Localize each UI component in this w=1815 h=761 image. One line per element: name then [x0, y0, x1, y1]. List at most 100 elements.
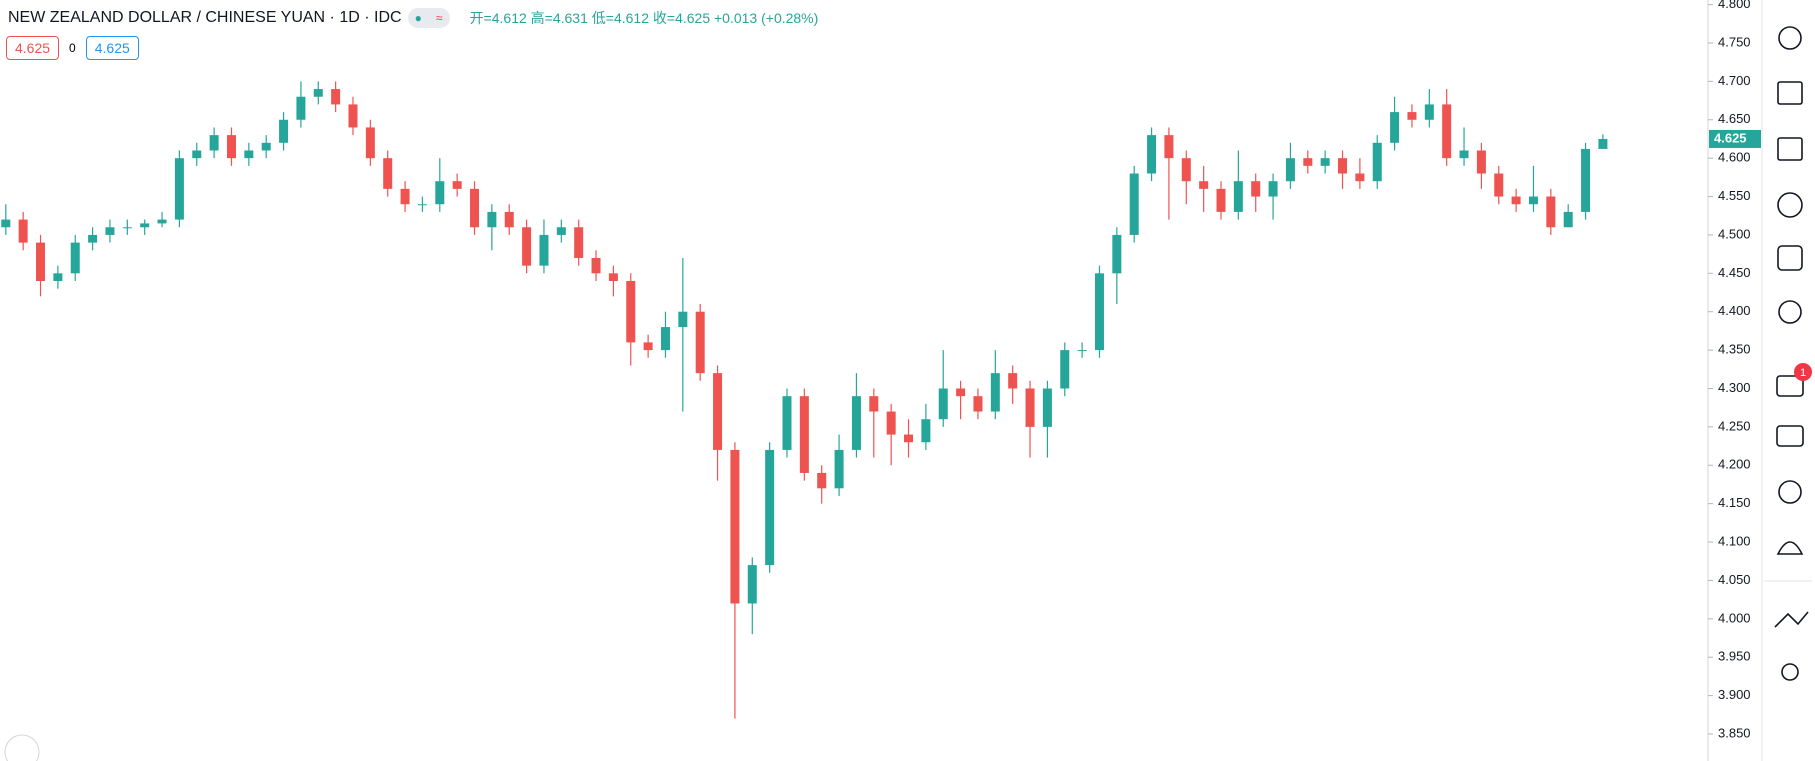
candle-body: [140, 223, 150, 228]
candle-body: [539, 234, 549, 266]
candle-body: [1268, 181, 1278, 197]
candle-body: [331, 89, 341, 105]
y-tick-label: 3.900: [1718, 687, 1751, 702]
candle-body: [522, 227, 532, 266]
spread: 0: [69, 41, 76, 55]
candle-body: [817, 472, 827, 489]
candle-body: [244, 150, 254, 159]
logo[interactable]: [4, 734, 40, 761]
news-icon[interactable]: [1777, 81, 1803, 105]
candle-body: [435, 181, 445, 205]
candle-body: [1355, 173, 1365, 182]
idea-icon[interactable]: [1778, 300, 1802, 324]
candle-body: [851, 396, 861, 450]
candle-body: [1077, 350, 1087, 352]
candle-body: [1424, 104, 1434, 120]
candle-body: [1060, 350, 1070, 389]
stream-icon[interactable]: [1778, 480, 1802, 504]
candle-body: [1320, 158, 1330, 166]
y-tick-label: 4.400: [1718, 303, 1751, 318]
candle-body: [1008, 373, 1018, 389]
candle-body: [1147, 135, 1157, 174]
legend-close: 收=4.625: [652, 10, 711, 26]
alarm-icon[interactable]: [1778, 26, 1802, 50]
candle-body: [279, 119, 289, 143]
candle-body: [1476, 150, 1486, 174]
legend-low: 低=4.612: [591, 10, 649, 26]
candle-body: [157, 219, 167, 224]
candle-body: [226, 135, 236, 159]
sell-button[interactable]: 4.625: [6, 36, 60, 60]
last-price-marker: [1709, 129, 1761, 148]
bell-icon[interactable]: [1776, 541, 1804, 555]
candle-body: [678, 311, 688, 328]
candle-body: [695, 311, 705, 374]
legend-open: 开=4.612: [469, 10, 527, 26]
candle-body: [782, 396, 792, 450]
y-tick-label: 4.100: [1718, 533, 1751, 548]
y-tick-label: 4.600: [1718, 150, 1751, 165]
candle-body: [938, 388, 948, 420]
candle-body: [1251, 181, 1261, 197]
watchlist-icon[interactable]: [1777, 137, 1803, 161]
candle-body: [1216, 188, 1226, 212]
legend-change: +0.013 (+0.28%): [714, 10, 819, 26]
candle-body: [105, 227, 115, 235]
candle-body: [1199, 181, 1209, 189]
candle-body: [1181, 158, 1191, 182]
buy-button[interactable]: 4.625: [85, 36, 139, 60]
candle-body: [1528, 196, 1538, 205]
sidebar-icons[interactable]: [1774, 26, 1809, 681]
candle-body: [174, 158, 184, 220]
candle-body: [1303, 158, 1313, 166]
candle-body: [1563, 211, 1573, 228]
symbol-title: NEW ZEALAND DOLLAR / CHINESE YUAN · 1D ·…: [8, 9, 402, 26]
y-tick-label: 4.750: [1718, 34, 1751, 49]
status-pill[interactable]: ● ≈: [407, 8, 450, 28]
y-tick-label: 4.350: [1718, 342, 1751, 357]
candle-body: [1164, 135, 1174, 159]
candle-body: [296, 96, 306, 120]
dots-icon[interactable]: [1781, 663, 1799, 681]
header: NEW ZEALAND DOLLAR / CHINESE YUAN · 1D ·…: [8, 8, 818, 28]
candle-body: [921, 419, 931, 443]
y-tick-label: 4.550: [1718, 188, 1751, 203]
candle-body: [70, 242, 80, 274]
candle-body: [1112, 234, 1122, 274]
candle-body: [1598, 138, 1608, 149]
candle-body: [261, 142, 271, 151]
candle-body: [1042, 388, 1052, 427]
y-tick-label: 4.650: [1718, 111, 1751, 126]
candle-body: [1372, 142, 1382, 182]
candle-body: [1285, 158, 1295, 182]
candle-body: [869, 396, 879, 412]
candle-body: [88, 234, 98, 243]
chat2-icon[interactable]: [1776, 425, 1804, 447]
candle-body: [36, 242, 46, 282]
candle-body: [18, 219, 28, 243]
y-tick-label: 4.500: [1718, 226, 1751, 241]
candle-body: [1442, 104, 1452, 159]
candle-body: [904, 434, 914, 443]
y-tick-label: 4.450: [1718, 265, 1751, 280]
candle-body: [956, 388, 966, 397]
y-tick-label: 4.200: [1718, 457, 1751, 472]
pie-icon[interactable]: [1777, 192, 1803, 218]
candle-body: [730, 449, 740, 604]
candle-body: [365, 127, 375, 159]
legend-high: 高=4.631: [530, 10, 588, 26]
candle-body: [1546, 196, 1556, 228]
trend-icon[interactable]: [1774, 611, 1809, 628]
candle-body: [348, 104, 358, 128]
candle-body: [886, 411, 896, 435]
candle-body: [470, 188, 480, 228]
candle-body: [626, 281, 636, 343]
candle-body: [660, 327, 670, 351]
candle-body: [504, 211, 514, 228]
candle-body: [1, 219, 11, 228]
calendar-icon[interactable]: [1777, 245, 1803, 271]
candle-body: [209, 135, 219, 151]
candle-body: [747, 565, 757, 604]
chat-icon[interactable]: [1776, 375, 1804, 397]
